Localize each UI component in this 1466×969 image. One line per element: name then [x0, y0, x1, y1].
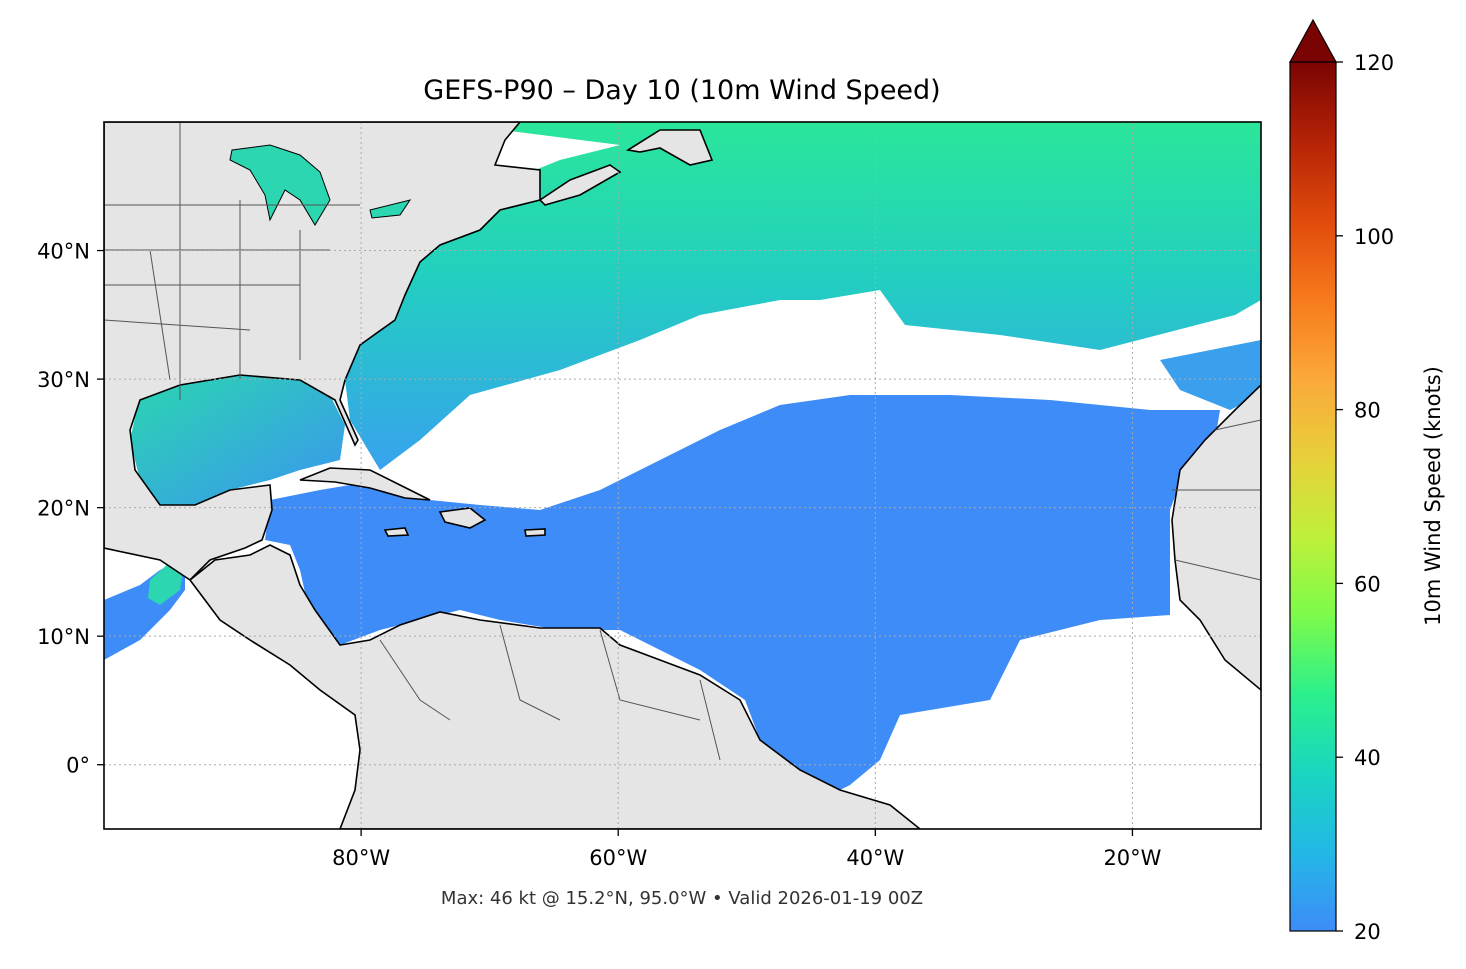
- colorbar-label: 10m Wind Speed (knots): [1421, 366, 1445, 626]
- political-borders: [104, 122, 1261, 761]
- colorbar-tick-label: 60: [1354, 572, 1381, 596]
- colorbar-tick-label: 100: [1354, 225, 1394, 249]
- colorbar-tick-label: 120: [1354, 51, 1394, 75]
- lat-tick-label: 30°N: [37, 368, 90, 392]
- land-puerto-rico: [524, 528, 546, 537]
- colorbar-ticks: 20 40 60 80 100 120: [1336, 51, 1394, 944]
- land-north-america: [104, 122, 541, 582]
- latitude-ticks: 40°N 30°N 20°N 10°N 0°: [37, 240, 104, 778]
- land-newfoundland: [625, 129, 714, 166]
- land-hispaniola: [438, 507, 487, 529]
- colorbar: 20 40 60 80 100 120 10m Wind Speed (knots): [1288, 18, 1445, 944]
- colorbar-tick-label: 80: [1354, 399, 1381, 423]
- land-cuba: [299, 467, 431, 501]
- wind-field-tropical: [265, 395, 1220, 800]
- land-central-south-america: [188, 544, 922, 829]
- lat-tick-label: 0°: [66, 754, 90, 778]
- lon-tick-label: 80°W: [332, 846, 390, 870]
- lon-tick-label: 40°W: [846, 846, 904, 870]
- footer-max-valid: Max: 46 kt @ 15.2°N, 95.0°W • Valid 2026…: [441, 888, 923, 909]
- land-nova-scotia: [538, 164, 622, 206]
- wind-field-east-lobe: [1160, 340, 1261, 410]
- map-area: [104, 122, 1261, 829]
- longitude-ticks: 80°W 60°W 40°W 20°W: [332, 829, 1162, 870]
- map-frame: [103, 121, 1262, 830]
- map-title: GEFS-P90 – Day 10 (10m Wind Speed): [423, 75, 940, 106]
- lon-tick-label: 20°W: [1103, 846, 1161, 870]
- wind-field-north-atlantic: [345, 122, 1261, 470]
- colorbar-extend-arrow: [1288, 18, 1338, 63]
- colorbar-tick-label: 40: [1354, 746, 1381, 770]
- colorbar-gradient: [1289, 61, 1337, 932]
- lat-tick-label: 20°N: [37, 497, 90, 521]
- lat-tick-label: 40°N: [37, 240, 90, 264]
- land-jamaica: [383, 527, 410, 537]
- lon-tick-label: 60°W: [589, 846, 647, 870]
- wind-field-tehuantepec-jet: [148, 562, 184, 605]
- colorbar-tick-label: 20: [1354, 920, 1381, 944]
- lat-tick-label: 10°N: [37, 625, 90, 649]
- wind-field-gulf: [130, 375, 345, 505]
